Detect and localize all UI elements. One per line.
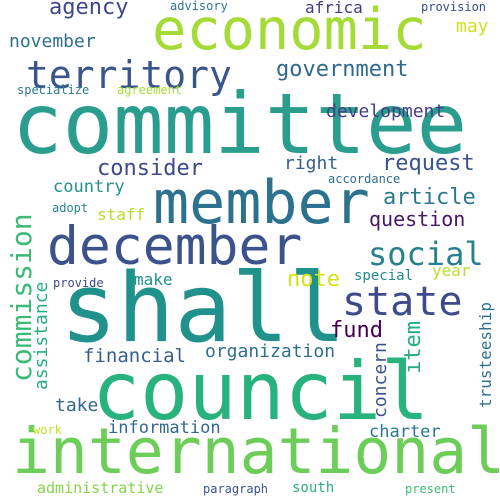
word-specialize: specialize [17, 83, 90, 97]
word-agreement: agreement [117, 83, 183, 97]
word-shall: shall [60, 254, 346, 364]
word-item: item [401, 321, 426, 374]
word-member: member [153, 168, 370, 238]
word-fund: fund [330, 318, 383, 343]
word-special: special [354, 268, 414, 284]
word-take: take [55, 395, 99, 416]
word-social: social [368, 235, 484, 273]
word-economic: economic [152, 0, 427, 63]
word-year: year [432, 261, 471, 280]
word-development: development [326, 101, 446, 122]
word-assistance: assistance [31, 281, 52, 390]
word-country: country [53, 177, 125, 197]
word-request: request [382, 151, 475, 176]
word-present: present [405, 482, 456, 496]
word-may: may [456, 16, 489, 37]
word-staff: staff [97, 205, 146, 224]
word-adopt: adopt [52, 201, 89, 215]
word-financial: financial [83, 345, 186, 367]
word-south: south [292, 480, 335, 496]
word-december: december [47, 216, 303, 277]
word-trusteeship: trusteeship [476, 302, 495, 408]
word-concern: concern [370, 342, 391, 418]
word-right: right [284, 153, 339, 174]
word-government: government [276, 57, 409, 82]
word-advisory: advisory [170, 0, 228, 13]
word-note: note [287, 267, 340, 292]
word-information: information [108, 418, 221, 438]
word-article: article [383, 185, 476, 210]
word-paragraph: paragraph [203, 482, 269, 496]
word-provision: provision [421, 0, 487, 14]
word-administrative: administrative [37, 479, 164, 497]
word-consider: consider [97, 156, 203, 181]
word-state: state [342, 279, 463, 325]
word-provide: provide [53, 276, 104, 290]
word-november: november [9, 31, 96, 52]
word-agency: agency [49, 0, 129, 20]
word-committee: committee [12, 75, 468, 173]
word-africa: africa [305, 0, 363, 17]
word-international: international [12, 415, 500, 488]
word-make: make [134, 270, 173, 289]
word-question: question [369, 207, 466, 231]
word-accordance: accordance [328, 172, 401, 186]
word-charter: charter [369, 422, 441, 442]
word-territory: territory [26, 53, 232, 97]
word-work: work [33, 423, 62, 437]
word-council: council [92, 345, 430, 438]
word-organization: organization [205, 341, 336, 362]
